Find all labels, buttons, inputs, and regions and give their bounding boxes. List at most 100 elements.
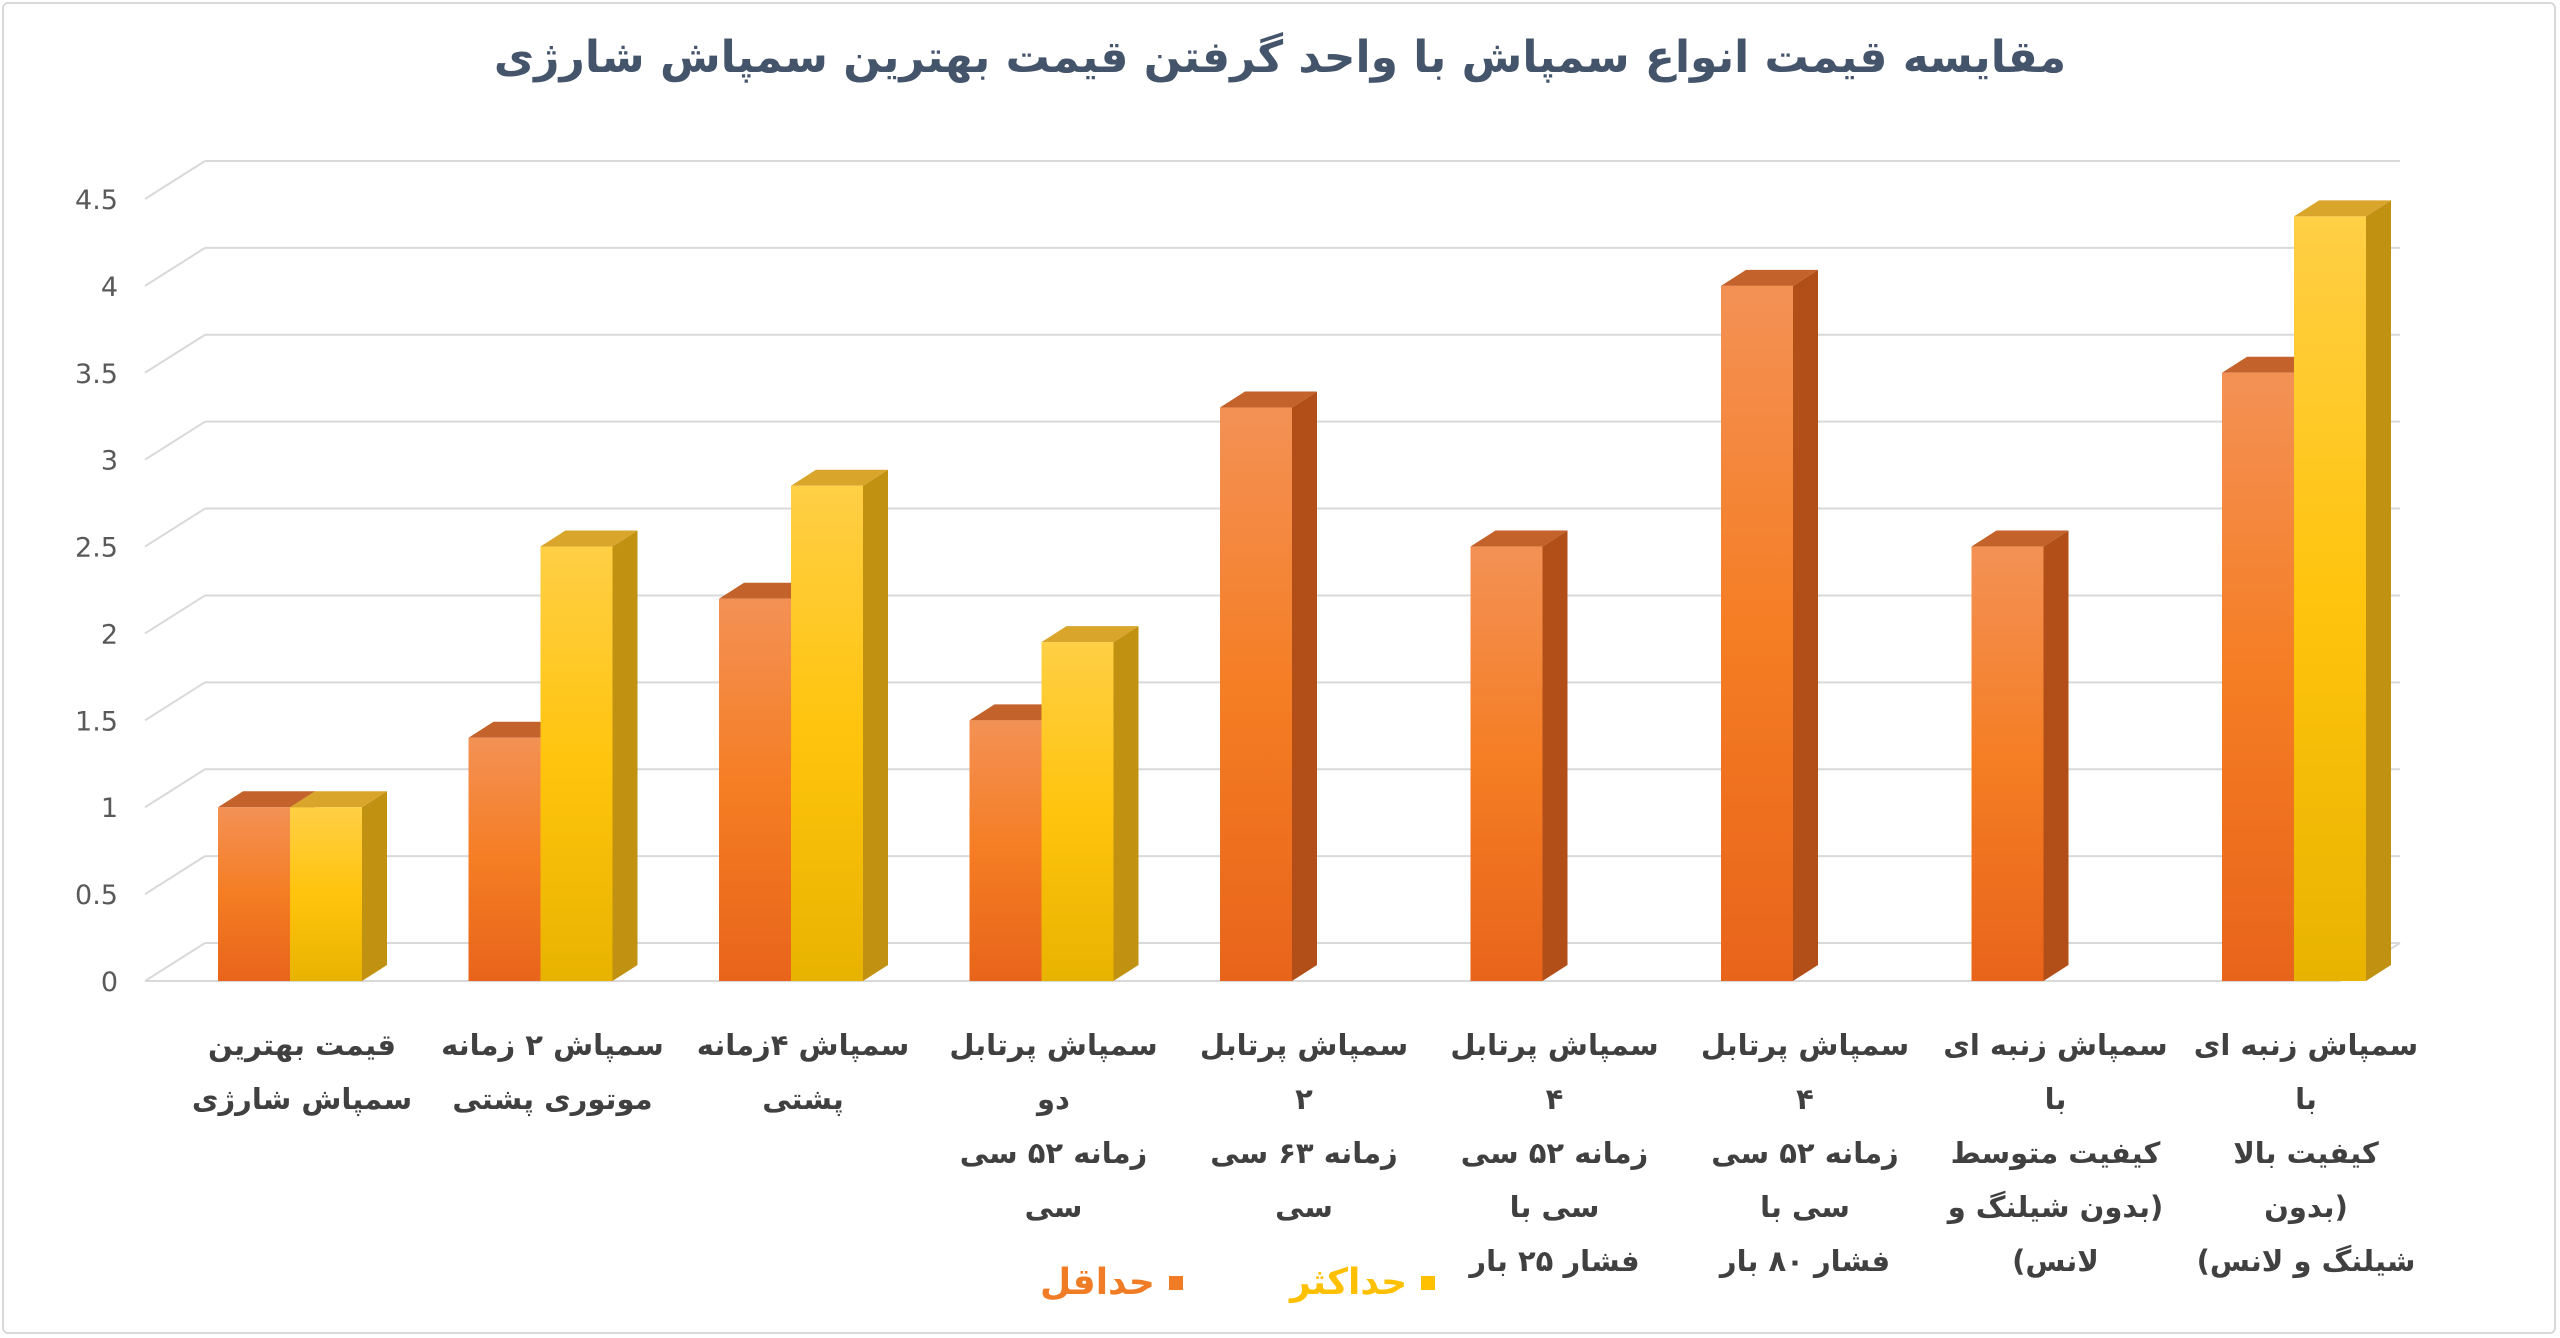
bar-side (1292, 391, 1317, 981)
bar-front (290, 807, 362, 981)
y-tick-label: 2 (101, 619, 118, 650)
gridline-diag (144, 333, 206, 374)
x-category-line: زمانه ۵۲ سی سی با (1711, 1136, 1899, 1224)
bar-max-0 (290, 791, 387, 981)
gridline-diag (144, 420, 206, 461)
bar-front (969, 720, 1042, 981)
x-category-line: کیفیت بالا (بدون (2233, 1136, 2379, 1224)
x-category-label: سمپاش پرتابل ۴ زمانه ۵۲ سی سی با فشار ۸۰ ب… (1690, 1018, 1920, 1288)
bar-max-2 (791, 469, 888, 981)
bar-side (2366, 200, 2391, 981)
x-category-line: سمپاش پرتابل ۲ (1199, 1028, 1409, 1116)
x-category-line: سمپاش ۲ زمانه (441, 1028, 664, 1062)
legend-swatch-min (1168, 1275, 1183, 1290)
bar-front (1220, 407, 1292, 981)
x-category-line: سمپاش شارژی (191, 1082, 413, 1116)
bar-top (1220, 391, 1317, 408)
bar-side (1793, 269, 1818, 981)
bar-front (218, 807, 290, 981)
x-category-line: سمپاش پرتابل ۴ (1450, 1028, 1659, 1116)
legend-item-min: حداقل (1040, 1262, 1183, 1303)
x-category-label: سمپاش ۲ زمانه موتوری پشتی (438, 1018, 668, 1126)
y-tick-label: 4.5 (75, 185, 118, 216)
x-category-line: سمپاش زنبه ای با (1943, 1028, 2168, 1116)
x-category-line: لانس) (2012, 1244, 2099, 1278)
y-tick-label: 1 (101, 793, 118, 824)
bar-top (218, 791, 315, 808)
x-category-line: زمانه ۶۳ سی سی (1210, 1136, 1398, 1224)
bar-top (1041, 626, 1139, 643)
legend-item-max: حداکثر (1290, 1262, 1436, 1303)
y-axis-ticks: 0 0.5 1 1.5 2 2.5 3 3.5 4 4.5 (75, 185, 118, 998)
bar-front (1041, 642, 1114, 981)
bar-max-8 (2294, 200, 2391, 981)
bar-top (1721, 269, 1818, 286)
gridline-diag (144, 768, 206, 809)
bar-front (2222, 372, 2294, 981)
x-category-line: شیلنگ و لانس) (2196, 1244, 2416, 1278)
x-category-line: زمانه ۵۲ سی سی با (1460, 1136, 1649, 1224)
bar-front (2294, 216, 2366, 981)
bar-top (290, 791, 387, 808)
x-category-label: سمپاش زنبه ای با کیفیت بالا (بدون شیلنگ و … (2191, 1018, 2421, 1288)
x-category-label: سمپاش ۴زمانه پشتی (688, 1018, 918, 1126)
bar-front (540, 546, 613, 981)
chart-title: مقایسه قیمت انواع سمپاش با واحد گرفتن قی… (493, 32, 2067, 83)
x-category-label: سمپاش زنبه ای با کیفیت متوسط (بدون شیلنگ و… (1941, 1018, 2171, 1288)
bar-top (540, 530, 638, 547)
x-category-line: کیفیت متوسط (1950, 1136, 2161, 1170)
x-category-line: زمانه ۵۲ سی سی (959, 1136, 1148, 1224)
gridline-diag (144, 942, 206, 982)
x-category-line: سمپاش ۴زمانه (696, 1028, 910, 1062)
y-tick-label: 0.5 (75, 880, 118, 911)
bar-front (1470, 546, 1543, 981)
x-category-label: قیمت بهترین سمپاش شارژی (187, 1018, 417, 1126)
bar-top (1971, 530, 2069, 547)
y-tick-label: 3 (101, 446, 118, 477)
bar-side (362, 791, 387, 981)
bar-front (719, 598, 791, 981)
x-category-line: سمپاش پرتابل دو (949, 1028, 1158, 1116)
legend-label-min: حداقل (1040, 1262, 1155, 1303)
gridline-diag (144, 160, 206, 200)
y-tick-label: 2.5 (75, 533, 118, 564)
x-category-line: فشار ۸۰ بار (1719, 1244, 1891, 1278)
bar-min-7 (1971, 530, 2069, 981)
bar-side (1113, 626, 1139, 981)
bars (218, 200, 2391, 981)
y-tick-label: 4 (101, 272, 118, 303)
y-tick-label: 0 (101, 967, 118, 998)
x-category-line: سمپاش پرتابل ۴ (1700, 1028, 1910, 1116)
bar-top (791, 469, 888, 486)
y-tick-label: 1.5 (75, 706, 118, 737)
bar-top (2294, 200, 2391, 217)
x-category-label: سمپاش پرتابل ۲ زمانه ۶۳ سی سی (1189, 1018, 1419, 1234)
x-category-label: سمپاش پرتابل ۴ زمانه ۵۲ سی سی با فشار ۲۵ ب… (1440, 1018, 1670, 1288)
legend-swatch-max (1421, 1275, 1436, 1290)
bar-min-2 (719, 582, 816, 981)
bar-min-4 (1220, 391, 1317, 981)
bar-top (1470, 530, 1568, 547)
gridline-diag (144, 681, 206, 722)
bar-front (1971, 546, 2044, 981)
bar-front (791, 485, 863, 981)
legend: حداکثر حداقل (0, 1262, 2560, 1322)
bar-front (1721, 285, 1793, 981)
bar-min-6 (1721, 269, 1818, 981)
y-tick-label: 3.5 (75, 359, 118, 390)
x-category-line: (بدون شیلنگ و (1947, 1190, 2164, 1224)
gridline-diag (144, 855, 206, 895)
x-category-line: موتوری پشتی (452, 1082, 653, 1116)
gridline-diag (144, 594, 206, 635)
bar-front (468, 737, 541, 981)
x-category-label: سمپاش پرتابل دو زمانه ۵۲ سی سی (939, 1018, 1169, 1234)
x-category-line: پشتی (762, 1082, 844, 1116)
bar-side (1542, 530, 1568, 981)
gridline-diag (144, 507, 206, 548)
legend-label-max: حداکثر (1290, 1262, 1408, 1303)
x-category-line: فشار ۲۵ بار (1469, 1244, 1640, 1278)
bar-side (612, 530, 638, 981)
bar-side (2043, 530, 2069, 981)
